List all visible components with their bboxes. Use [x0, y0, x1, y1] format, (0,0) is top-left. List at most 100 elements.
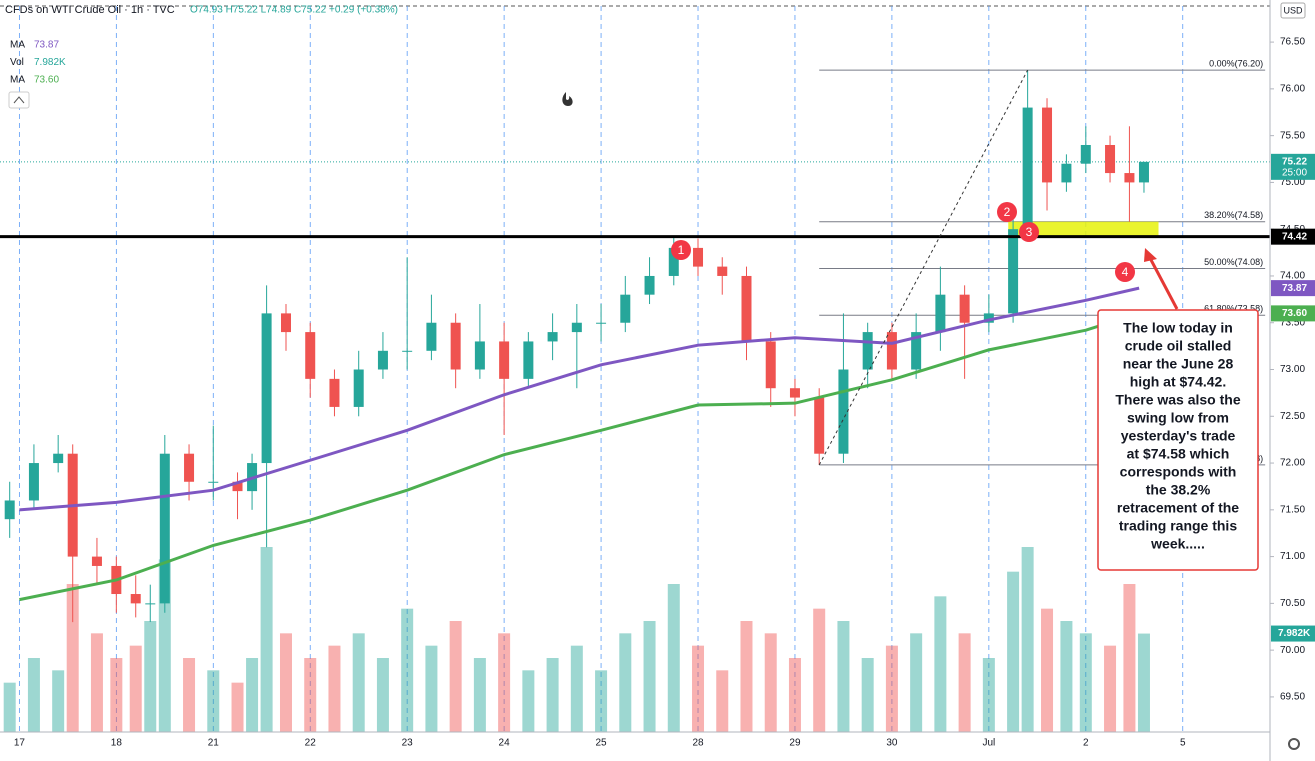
volume-bar [279, 633, 292, 732]
candle-body [693, 247, 704, 267]
overlay: 1 2 3 4 [671, 202, 1135, 282]
x-tick-label: 5 [1180, 738, 1186, 749]
volume-bar [328, 645, 341, 732]
price-tag-label: 74.42 [1282, 231, 1307, 242]
price-tag [1271, 280, 1315, 297]
candle-body [261, 313, 272, 464]
annotation-line: crude oil stalled [1125, 338, 1232, 354]
x-tick-label: 30 [886, 738, 898, 749]
currency: USD [1283, 5, 1303, 15]
volume-bar [473, 658, 486, 732]
volume-bar [260, 547, 273, 732]
candle-body [717, 266, 728, 276]
volume-bar [595, 670, 608, 732]
annotation-line: retracement of the [1117, 500, 1239, 516]
volume-bar [1079, 633, 1092, 732]
candle-body [741, 275, 752, 342]
candle-body [765, 341, 776, 389]
candle-body [1080, 144, 1091, 164]
volume-bar [304, 658, 317, 732]
candle-body [523, 341, 534, 379]
candle-body [1124, 173, 1135, 183]
fib-label: 0.00%(76.20) [1209, 59, 1263, 69]
y-tick-label: 75.00 [1280, 177, 1305, 188]
candle-body [184, 453, 195, 482]
candle-body [620, 294, 631, 323]
volume-bar [958, 633, 971, 732]
legend-value: 73.60 [34, 75, 59, 86]
y-tick-label: 73.50 [1280, 317, 1305, 328]
volume-bar [1021, 547, 1034, 732]
x-tick-label: 25 [596, 738, 608, 749]
volume-bar [740, 621, 753, 732]
volume-bar [52, 670, 65, 732]
volume-bar [546, 658, 559, 732]
candle-body [28, 463, 39, 501]
marker-circle [1019, 222, 1039, 242]
candle-body [1008, 229, 1019, 314]
countdown: 25:00 [1282, 167, 1307, 178]
x-tick-label: Jul [982, 738, 995, 749]
marker-label: 1 [678, 243, 685, 257]
candle-body [862, 332, 873, 370]
currency-box[interactable] [1280, 2, 1306, 19]
marker-label: 4 [1122, 265, 1129, 279]
volume-bar [231, 682, 244, 732]
marker-label: 2 [1004, 205, 1011, 219]
candle-body [91, 556, 102, 566]
volume-bar [352, 633, 365, 732]
y-tick-label: 72.00 [1280, 458, 1305, 469]
annotation-line: the 38.2% [1146, 482, 1211, 498]
candle-body [499, 341, 510, 379]
candle-body [450, 322, 461, 370]
price-tag [1271, 305, 1315, 322]
candle-body [571, 322, 582, 333]
annotation-line: yesterday's trade [1121, 428, 1236, 444]
volume-tag-label: 7.982K [1278, 628, 1311, 639]
volume-bar [376, 658, 389, 732]
ohlc-legend: O74.93 H75.22 L74.89 C75.22 +0.29 (+0.38… [190, 5, 398, 16]
fib-label: 61.80%(73.58) [1204, 304, 1263, 314]
candle-body [668, 247, 679, 276]
candle-body [838, 369, 849, 454]
candle-body [280, 313, 291, 333]
candle-body [886, 332, 897, 370]
candle-body [208, 481, 219, 483]
volume-bar [498, 633, 511, 732]
volume-bar [813, 608, 826, 732]
candle-body [1138, 161, 1149, 183]
candle-body [814, 397, 825, 454]
candle-body [159, 453, 170, 604]
volume-bar [570, 645, 583, 732]
fib-label: 50.00%(74.08) [1204, 257, 1263, 267]
volume-bar [643, 621, 656, 732]
price-tag-label: 73.60 [1282, 308, 1307, 319]
candle-body [4, 500, 15, 520]
candle-body [353, 369, 364, 407]
candle-body [1105, 144, 1116, 174]
legend-name: Vol [10, 57, 24, 68]
volume-bar [90, 633, 103, 732]
settings-icon[interactable] [1288, 738, 1300, 750]
volume-bar [207, 670, 220, 732]
annotation-line: trading range this [1119, 518, 1237, 534]
chart-header: CFDs on WTI Crude Oil · 1h · TVC [5, 4, 175, 16]
collapse-icon [13, 96, 25, 104]
x-tick-label: 23 [402, 738, 414, 749]
candle-body [402, 350, 413, 352]
fib-label: 38.20%(74.58) [1204, 210, 1263, 220]
y-tick-label: 70.00 [1280, 645, 1305, 656]
candle-body [1061, 163, 1072, 183]
y-tick-label: 76.50 [1280, 37, 1305, 48]
candle-body [53, 453, 64, 464]
volume-bar [144, 621, 157, 732]
y-tick-label: 70.50 [1280, 598, 1305, 609]
logo [562, 92, 573, 106]
annotation-arrow [1148, 257, 1179, 310]
volume-bar [66, 584, 79, 732]
ma-line [19, 311, 1140, 602]
candle-body [377, 350, 388, 370]
collapse-button[interactable] [8, 91, 30, 109]
candle-body [789, 388, 800, 398]
